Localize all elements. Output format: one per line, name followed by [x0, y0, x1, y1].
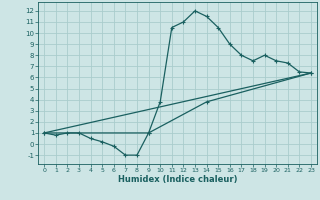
- X-axis label: Humidex (Indice chaleur): Humidex (Indice chaleur): [118, 175, 237, 184]
